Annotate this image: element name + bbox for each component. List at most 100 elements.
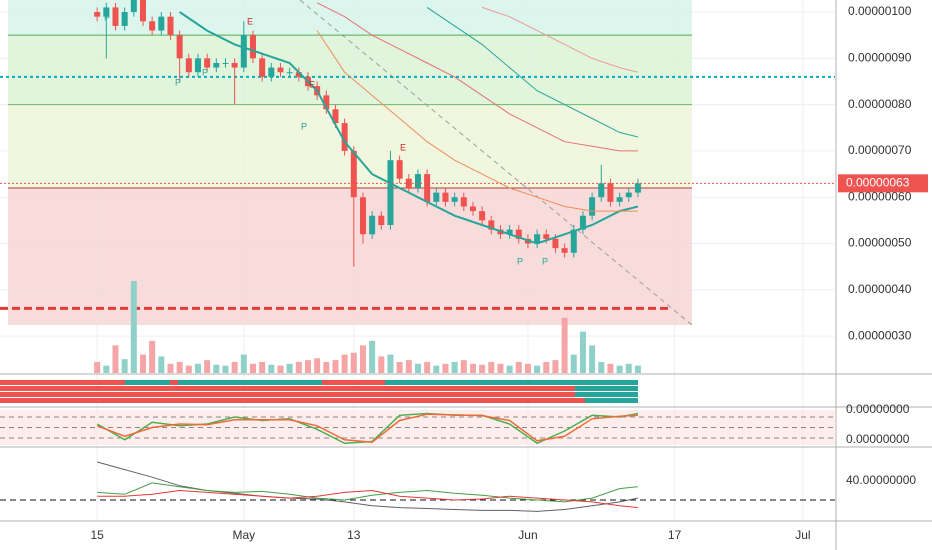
volume-bar xyxy=(176,361,183,373)
volume-bar xyxy=(350,352,357,373)
volume-bar xyxy=(103,365,110,373)
candle-body xyxy=(204,58,211,68)
price-pane: E E E P P P P P P xyxy=(0,0,835,325)
candle-body xyxy=(94,12,101,17)
candle-body xyxy=(579,215,586,230)
strip xyxy=(170,380,178,385)
volume-bar xyxy=(332,360,339,373)
stoch-tick-label: 0.00000000 xyxy=(846,432,910,446)
indicator-line xyxy=(97,461,639,512)
candle-body xyxy=(552,238,559,249)
x-tick-label: Jul xyxy=(795,528,810,542)
volume-bar xyxy=(561,317,568,373)
y-tick-label: 0.00000070 xyxy=(848,143,912,157)
marker-label: E xyxy=(400,142,406,152)
indicator-line xyxy=(316,30,638,212)
volume-bar xyxy=(314,358,321,373)
volume-bar xyxy=(259,361,266,373)
volume-bar xyxy=(139,354,146,373)
volume-bar xyxy=(268,364,275,373)
y-tick-label: 0.00000090 xyxy=(848,51,912,65)
volume-bar xyxy=(185,365,192,373)
volume-bar xyxy=(598,361,605,373)
indicator-line xyxy=(96,413,638,443)
candle-body xyxy=(424,174,431,202)
y-tick-label: 0.00000080 xyxy=(848,97,912,111)
candle-body xyxy=(616,197,623,202)
zones xyxy=(8,0,692,325)
x-tick-label: 13 xyxy=(347,528,361,542)
candle-body xyxy=(451,197,458,202)
x-tick-label: 17 xyxy=(668,528,682,542)
volume-bar xyxy=(469,363,476,373)
candle-body xyxy=(414,174,421,188)
marker-label: E xyxy=(247,16,253,26)
candle-body xyxy=(488,220,495,230)
volume-bar xyxy=(570,354,577,373)
volume-bar xyxy=(130,281,137,373)
candle-body xyxy=(534,234,541,244)
candle-body xyxy=(286,72,293,74)
candle-body xyxy=(387,160,394,225)
y-tick-label: 0.00000100 xyxy=(848,4,912,18)
volume-bar xyxy=(167,363,174,373)
volume-bar xyxy=(497,363,504,373)
candle-body xyxy=(323,95,330,110)
candle-body xyxy=(589,197,596,216)
trend-strips xyxy=(0,380,638,403)
fib-zone xyxy=(8,104,692,188)
candle-body xyxy=(433,192,440,202)
volume-bar xyxy=(534,365,541,373)
volume-bar xyxy=(506,365,513,373)
candle-body xyxy=(259,58,266,77)
candle-body xyxy=(625,192,632,198)
osc-tick-label: 40.00000000 xyxy=(846,473,916,487)
candle-body xyxy=(634,183,641,193)
volume-bar xyxy=(204,360,211,373)
marker-label: E xyxy=(309,79,315,89)
volume-bar xyxy=(387,354,394,373)
volume-bar xyxy=(222,365,229,373)
candle-body xyxy=(515,229,522,239)
candle-body xyxy=(396,160,403,179)
candle-body xyxy=(598,183,605,198)
marker-label: P xyxy=(202,67,208,77)
candle-body xyxy=(277,67,284,73)
volume-bar xyxy=(625,363,632,373)
candle-body xyxy=(378,215,385,225)
indicator-line xyxy=(481,6,639,73)
last-price-label: 0.00000063 xyxy=(846,176,910,190)
volume-bar xyxy=(488,361,495,373)
candle-body xyxy=(112,7,119,26)
strip xyxy=(575,386,638,391)
candle-body xyxy=(369,215,376,235)
x-tick-label: 15 xyxy=(90,528,104,542)
volume-bar xyxy=(405,360,412,373)
trend-line xyxy=(299,0,693,325)
candle-body xyxy=(506,229,513,235)
volume-bar xyxy=(240,354,247,373)
volume-bar xyxy=(589,345,596,373)
volume-bar xyxy=(607,363,614,373)
stoch-tick-label: 0.00000000 xyxy=(846,402,910,416)
volume-bar xyxy=(341,354,348,373)
candle-body xyxy=(185,58,192,73)
candle-body xyxy=(231,62,238,68)
volume-bar xyxy=(460,360,467,373)
volume-bar xyxy=(414,363,421,373)
fib-zone xyxy=(8,0,692,36)
candle-body xyxy=(479,211,486,221)
marker-label: P xyxy=(517,256,523,266)
volume-bar xyxy=(396,361,403,373)
marker-label: P xyxy=(104,12,110,22)
candle-body xyxy=(543,234,550,239)
last-price-box xyxy=(838,174,928,193)
strip xyxy=(0,392,575,397)
volume-bar xyxy=(579,331,586,373)
volume-bar xyxy=(121,359,128,373)
y-tick-label: 0.00000040 xyxy=(848,282,912,296)
volume-bar xyxy=(94,361,101,373)
